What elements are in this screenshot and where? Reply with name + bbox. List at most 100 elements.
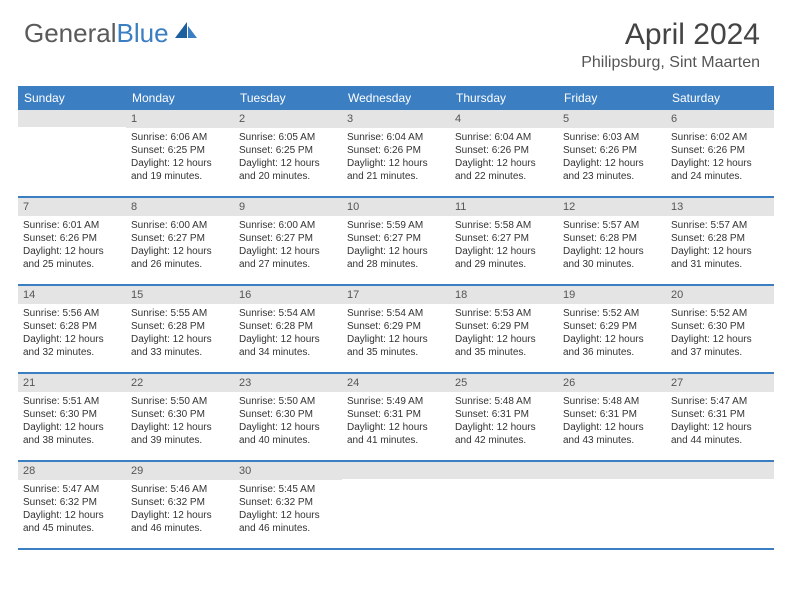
location: Philipsburg, Sint Maarten (581, 54, 760, 72)
sunrise-text: Sunrise: 5:48 AM (455, 395, 553, 408)
day-body: Sunrise: 6:00 AMSunset: 6:27 PMDaylight:… (234, 216, 342, 275)
daylight-text: Daylight: 12 hours and 46 minutes. (239, 509, 337, 535)
sunrise-text: Sunrise: 6:04 AM (455, 131, 553, 144)
sunset-text: Sunset: 6:32 PM (239, 496, 337, 509)
sunrise-text: Sunrise: 5:49 AM (347, 395, 445, 408)
day-body: Sunrise: 5:48 AMSunset: 6:31 PMDaylight:… (450, 392, 558, 451)
day-number: 16 (234, 286, 342, 304)
sunrise-text: Sunrise: 5:52 AM (671, 307, 769, 320)
day-body: Sunrise: 5:49 AMSunset: 6:31 PMDaylight:… (342, 392, 450, 451)
sunset-text: Sunset: 6:27 PM (347, 232, 445, 245)
day-cell: 1Sunrise: 6:06 AMSunset: 6:25 PMDaylight… (126, 110, 234, 196)
daylight-text: Daylight: 12 hours and 26 minutes. (131, 245, 229, 271)
day-body: Sunrise: 6:03 AMSunset: 6:26 PMDaylight:… (558, 128, 666, 187)
sunset-text: Sunset: 6:28 PM (23, 320, 121, 333)
sunset-text: Sunset: 6:29 PM (347, 320, 445, 333)
daylight-text: Daylight: 12 hours and 19 minutes. (131, 157, 229, 183)
day-cell (558, 462, 666, 548)
daylight-text: Daylight: 12 hours and 40 minutes. (239, 421, 337, 447)
day-number: 27 (666, 374, 774, 392)
day-body: Sunrise: 6:06 AMSunset: 6:25 PMDaylight:… (126, 128, 234, 187)
logo-text-1: General (24, 18, 117, 49)
sunrise-text: Sunrise: 5:54 AM (347, 307, 445, 320)
day-number: 6 (666, 110, 774, 128)
day-cell: 29Sunrise: 5:46 AMSunset: 6:32 PMDayligh… (126, 462, 234, 548)
sunrise-text: Sunrise: 5:52 AM (563, 307, 661, 320)
daylight-text: Daylight: 12 hours and 24 minutes. (671, 157, 769, 183)
sunrise-text: Sunrise: 5:58 AM (455, 219, 553, 232)
weekday-fri: Friday (558, 86, 666, 110)
day-number: 18 (450, 286, 558, 304)
sunset-text: Sunset: 6:30 PM (23, 408, 121, 421)
day-number: 12 (558, 198, 666, 216)
week-row: 21Sunrise: 5:51 AMSunset: 6:30 PMDayligh… (18, 374, 774, 462)
sunset-text: Sunset: 6:26 PM (671, 144, 769, 157)
day-number: 1 (126, 110, 234, 128)
day-body: Sunrise: 5:55 AMSunset: 6:28 PMDaylight:… (126, 304, 234, 363)
weekday-wed: Wednesday (342, 86, 450, 110)
daylight-text: Daylight: 12 hours and 20 minutes. (239, 157, 337, 183)
sunset-text: Sunset: 6:26 PM (563, 144, 661, 157)
day-number: 3 (342, 110, 450, 128)
sunset-text: Sunset: 6:31 PM (347, 408, 445, 421)
day-body: Sunrise: 6:04 AMSunset: 6:26 PMDaylight:… (450, 128, 558, 187)
sunrise-text: Sunrise: 5:48 AM (563, 395, 661, 408)
day-number: 11 (450, 198, 558, 216)
week-row: 1Sunrise: 6:06 AMSunset: 6:25 PMDaylight… (18, 110, 774, 198)
day-number: 2 (234, 110, 342, 128)
sunset-text: Sunset: 6:28 PM (131, 320, 229, 333)
day-body: Sunrise: 5:50 AMSunset: 6:30 PMDaylight:… (126, 392, 234, 451)
sunset-text: Sunset: 6:31 PM (563, 408, 661, 421)
day-cell: 27Sunrise: 5:47 AMSunset: 6:31 PMDayligh… (666, 374, 774, 460)
sunrise-text: Sunrise: 6:02 AM (671, 131, 769, 144)
sunset-text: Sunset: 6:26 PM (455, 144, 553, 157)
sunrise-text: Sunrise: 5:50 AM (239, 395, 337, 408)
logo: GeneralBlue (24, 18, 199, 49)
day-body: Sunrise: 5:50 AMSunset: 6:30 PMDaylight:… (234, 392, 342, 451)
day-body: Sunrise: 5:58 AMSunset: 6:27 PMDaylight:… (450, 216, 558, 275)
daylight-text: Daylight: 12 hours and 29 minutes. (455, 245, 553, 271)
daylight-text: Daylight: 12 hours and 44 minutes. (671, 421, 769, 447)
day-number (666, 462, 774, 479)
weekday-thu: Thursday (450, 86, 558, 110)
daylight-text: Daylight: 12 hours and 36 minutes. (563, 333, 661, 359)
sunrise-text: Sunrise: 5:47 AM (671, 395, 769, 408)
day-body: Sunrise: 5:45 AMSunset: 6:32 PMDaylight:… (234, 480, 342, 539)
day-body: Sunrise: 6:02 AMSunset: 6:26 PMDaylight:… (666, 128, 774, 187)
daylight-text: Daylight: 12 hours and 32 minutes. (23, 333, 121, 359)
day-cell: 8Sunrise: 6:00 AMSunset: 6:27 PMDaylight… (126, 198, 234, 284)
sunset-text: Sunset: 6:31 PM (455, 408, 553, 421)
daylight-text: Daylight: 12 hours and 37 minutes. (671, 333, 769, 359)
day-cell: 22Sunrise: 5:50 AMSunset: 6:30 PMDayligh… (126, 374, 234, 460)
sunrise-text: Sunrise: 5:46 AM (131, 483, 229, 496)
day-cell (342, 462, 450, 548)
day-body: Sunrise: 5:54 AMSunset: 6:29 PMDaylight:… (342, 304, 450, 363)
day-number: 8 (126, 198, 234, 216)
day-number: 7 (18, 198, 126, 216)
daylight-text: Daylight: 12 hours and 39 minutes. (131, 421, 229, 447)
weekday-mon: Monday (126, 86, 234, 110)
sunrise-text: Sunrise: 5:59 AM (347, 219, 445, 232)
sunset-text: Sunset: 6:27 PM (239, 232, 337, 245)
sunrise-text: Sunrise: 5:54 AM (239, 307, 337, 320)
day-body: Sunrise: 6:05 AMSunset: 6:25 PMDaylight:… (234, 128, 342, 187)
day-number: 21 (18, 374, 126, 392)
daylight-text: Daylight: 12 hours and 35 minutes. (455, 333, 553, 359)
sunrise-text: Sunrise: 5:47 AM (23, 483, 121, 496)
day-number (558, 462, 666, 479)
day-body: Sunrise: 6:01 AMSunset: 6:26 PMDaylight:… (18, 216, 126, 275)
day-cell: 23Sunrise: 5:50 AMSunset: 6:30 PMDayligh… (234, 374, 342, 460)
day-cell: 19Sunrise: 5:52 AMSunset: 6:29 PMDayligh… (558, 286, 666, 372)
day-cell: 18Sunrise: 5:53 AMSunset: 6:29 PMDayligh… (450, 286, 558, 372)
sunset-text: Sunset: 6:26 PM (347, 144, 445, 157)
day-number: 29 (126, 462, 234, 480)
day-number: 22 (126, 374, 234, 392)
day-cell (18, 110, 126, 196)
daylight-text: Daylight: 12 hours and 33 minutes. (131, 333, 229, 359)
day-body: Sunrise: 5:47 AMSunset: 6:31 PMDaylight:… (666, 392, 774, 451)
sunset-text: Sunset: 6:30 PM (671, 320, 769, 333)
weekday-sun: Sunday (18, 86, 126, 110)
day-cell: 4Sunrise: 6:04 AMSunset: 6:26 PMDaylight… (450, 110, 558, 196)
sunset-text: Sunset: 6:28 PM (239, 320, 337, 333)
day-cell: 25Sunrise: 5:48 AMSunset: 6:31 PMDayligh… (450, 374, 558, 460)
